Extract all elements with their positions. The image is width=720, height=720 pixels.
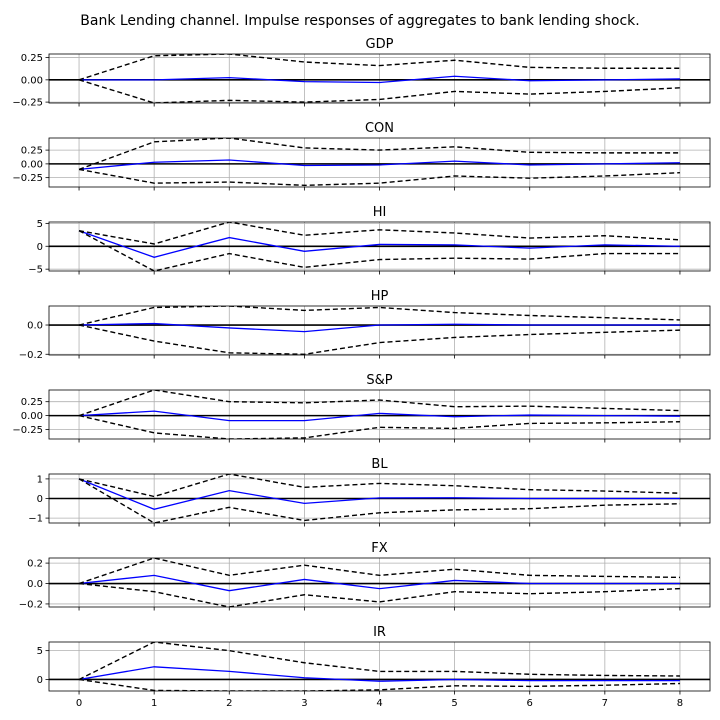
y-tick-label: 0.0 (27, 321, 43, 332)
panel-title-con: CON (365, 121, 394, 136)
plot-area (49, 390, 710, 439)
panel-title-gdp: GDP (366, 37, 394, 52)
lower-band-line (78, 230, 680, 271)
y-tick-label: −0.2 (19, 599, 43, 610)
y-tick-label: 0.00 (21, 75, 43, 86)
y-tick-label: 0 (37, 242, 43, 253)
plot-area (49, 222, 710, 271)
axes-frame (48, 137, 711, 188)
y-tick-label: 0 (37, 675, 43, 686)
y-tick-label: −0.2 (19, 350, 43, 361)
y-tick-label: 0.25 (21, 397, 43, 408)
panel-fx: FX −0.2 0.0 0.2 (19, 541, 711, 611)
x-tick-label: 5 (451, 698, 457, 709)
x-tick-label: 4 (376, 698, 382, 709)
panel-title-hp: HP (371, 289, 389, 304)
upper-band-line (78, 558, 680, 585)
panel-hp: HP −0.2 0.0 (19, 289, 711, 361)
x-tick-label: 7 (602, 698, 608, 709)
plot-area (49, 54, 710, 103)
axes-frame (48, 557, 711, 608)
x-tick-label: 8 (677, 698, 683, 709)
x-tick-label: 0 (76, 698, 82, 709)
lower-band-line (78, 79, 680, 103)
x-tick-label: 2 (226, 698, 232, 709)
y-tick-label: −0.25 (12, 173, 43, 184)
axes-frame (48, 641, 711, 692)
plot-area (49, 306, 710, 355)
panel-title-fx: FX (371, 541, 387, 556)
panel-title-bl: BL (371, 457, 388, 472)
panel-title-ir: IR (373, 625, 386, 640)
y-tick-label: 5 (37, 646, 43, 657)
panel-con: CON −0.25 0.00 0.25 (12, 121, 711, 191)
y-tick-label: 0.25 (21, 146, 43, 157)
panel-gdp: GDP −0.25 0.00 0.25 (12, 37, 711, 109)
axes-frame (48, 389, 711, 440)
response-line (79, 322, 680, 333)
response-line (78, 574, 680, 592)
figure-title: Bank Lending channel. Impulse responses … (80, 13, 639, 29)
response-line (78, 666, 680, 682)
panel-ir: IR 0 5 0 1 2 3 4 5 6 7 8 (37, 625, 711, 709)
x-tick-label: 1 (151, 698, 157, 709)
plot-area (49, 474, 710, 523)
y-tick-label: −0.25 (12, 98, 43, 109)
response-line (79, 410, 680, 422)
axes-frame (48, 473, 711, 524)
upper-band-line (78, 138, 680, 171)
y-tick-label: 0 (37, 494, 43, 505)
lower-band-line (78, 478, 680, 523)
y-tick-label: −1 (28, 514, 43, 525)
plot-area (49, 138, 710, 187)
panel-title-hi: HI (373, 205, 387, 220)
response-line (78, 230, 680, 258)
y-tick-label: 0.2 (27, 559, 43, 570)
y-tick-label: 5 (37, 219, 43, 230)
y-tick-label: −5 (28, 265, 43, 276)
upper-band-line (78, 474, 680, 498)
x-tick-label: 3 (301, 698, 307, 709)
upper-band-line (78, 54, 680, 81)
y-tick-label: −0.25 (12, 425, 43, 436)
upper-band-line (78, 222, 680, 245)
y-tick-label: 0.0 (27, 579, 43, 590)
x-tick-label: 6 (527, 698, 533, 709)
axes-frame (48, 305, 711, 356)
y-tick-label: 1 (37, 474, 43, 485)
panel-hi: HI −5 0 5 (28, 205, 711, 276)
plot-area (49, 558, 710, 607)
panel-s-p: S&P −0.25 0.00 0.25 (12, 373, 711, 443)
response-line (78, 159, 680, 171)
panel-title-s-p: S&P (366, 373, 392, 388)
y-tick-label: 0.00 (21, 411, 43, 422)
response-line (78, 478, 680, 510)
panels: GDP−0.250.000.25CON−0.250.000.25HI−505HP… (12, 37, 711, 709)
axes-frame (48, 221, 711, 272)
upper-band-line (78, 390, 680, 417)
y-tick-label: 0.25 (21, 53, 43, 64)
lower-band-line (78, 582, 680, 607)
response-line (79, 75, 680, 84)
y-tick-label: 0.00 (21, 159, 43, 170)
axes-frame (48, 53, 711, 104)
panel-bl: BL −1 0 1 (28, 457, 711, 527)
lower-band-line (78, 324, 680, 355)
